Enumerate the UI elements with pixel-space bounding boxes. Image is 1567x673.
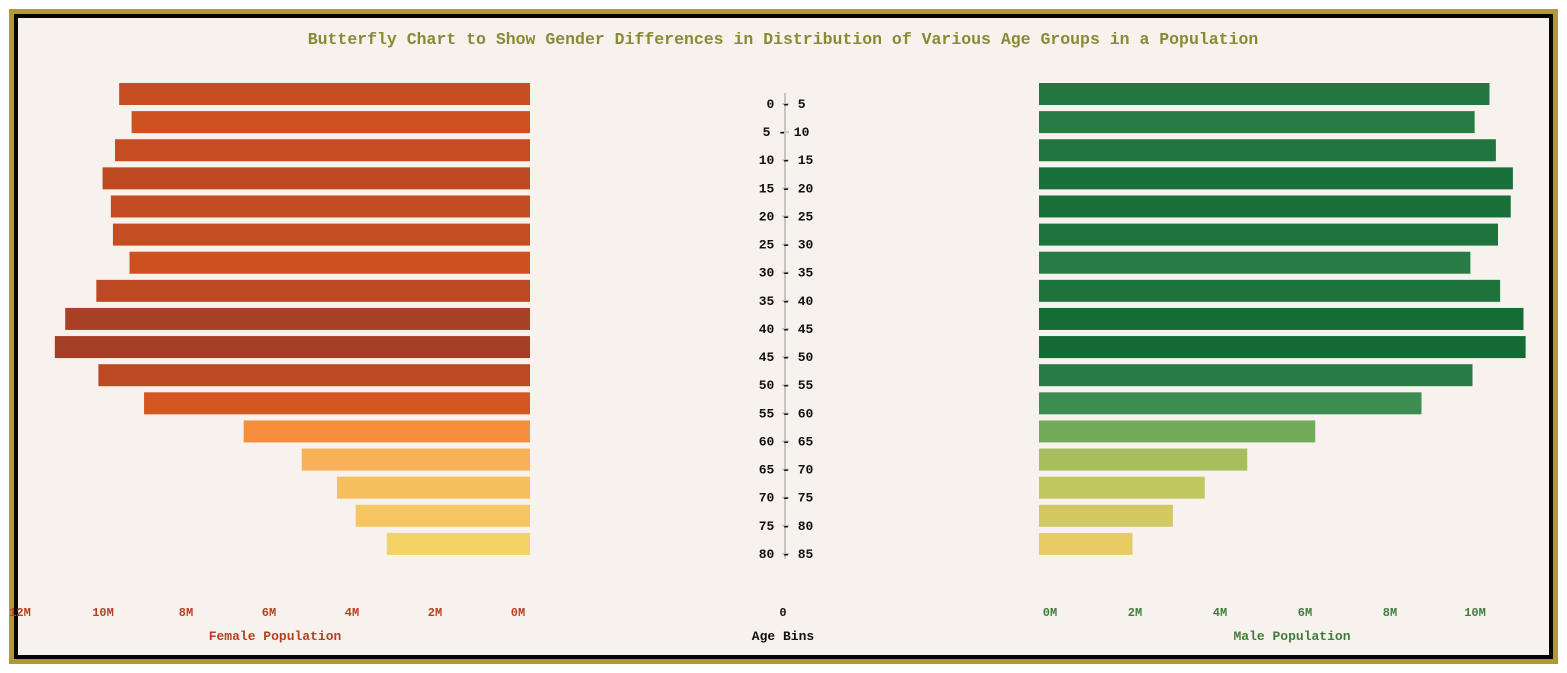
- female-bar: [129, 251, 530, 274]
- female-bar: [355, 504, 530, 527]
- female-axis-label: Female Population: [209, 629, 342, 644]
- female-bar: [337, 476, 530, 499]
- female-bar: [144, 392, 531, 415]
- center-axis-group: 0 - 5 5 - 10 10 - 15 15 - 20 20 - 25 25 - 30 3…: [759, 93, 814, 562]
- age-bin-label: 20 - 25: [759, 209, 814, 224]
- female-bar: [102, 167, 531, 190]
- male-bar: [1039, 364, 1473, 387]
- age-bin-label: 30 - 35: [759, 266, 814, 281]
- age-bin-label: 80 - 85: [759, 547, 814, 562]
- male-bar: [1039, 392, 1422, 415]
- male-bar: [1039, 139, 1496, 162]
- female-axis-tick: 8M: [179, 606, 193, 620]
- male-axis-tick: 8M: [1383, 606, 1397, 620]
- female-axis-tick: 10M: [92, 606, 114, 620]
- female-bar: [96, 279, 530, 302]
- female-axis-tick: 0M: [511, 606, 525, 620]
- male-axis-ticks: 0M 2M 4M 6M 8M 10M: [1043, 606, 1486, 620]
- age-bin-label: 35 - 40: [759, 294, 814, 309]
- age-bin-label: 10 - 15: [759, 153, 814, 168]
- male-bar: [1039, 532, 1133, 555]
- male-bar: [1039, 251, 1471, 274]
- female-bar: [243, 420, 530, 443]
- female-bar: [115, 139, 530, 162]
- age-bin-label: 15 - 20: [759, 181, 814, 196]
- male-axis-tick: 10M: [1464, 606, 1486, 620]
- age-bin-label: 60 - 65: [759, 434, 814, 449]
- male-bar: [1039, 448, 1248, 471]
- female-bar: [131, 111, 530, 134]
- female-bar: [119, 83, 531, 105]
- center-axis-tick: 0: [779, 606, 786, 620]
- age-bin-label: 25 - 30: [759, 238, 814, 253]
- female-axis-tick: 6M: [262, 606, 276, 620]
- male-bar: [1039, 223, 1498, 246]
- age-bin-label: 75 - 80: [759, 519, 814, 534]
- male-axis-label: Male Population: [1233, 629, 1350, 644]
- age-bin-label: 70 - 75: [759, 491, 814, 506]
- male-bars-group: [1039, 83, 1526, 555]
- male-bar: [1039, 336, 1526, 359]
- male-axis-tick: 2M: [1128, 606, 1142, 620]
- age-bin-label: 55 - 60: [759, 406, 814, 421]
- female-bar: [112, 223, 531, 246]
- male-bar: [1039, 83, 1490, 105]
- female-bar: [54, 336, 530, 359]
- male-axis-tick: 4M: [1213, 606, 1227, 620]
- age-bin-label: 40 - 45: [759, 322, 814, 337]
- male-axis-tick: 6M: [1298, 606, 1312, 620]
- age-bin-label: 50 - 55: [759, 378, 814, 393]
- female-bars-group: [54, 83, 531, 555]
- chart-title: Butterfly Chart to Show Gender Differenc…: [308, 30, 1259, 49]
- male-bar: [1039, 420, 1316, 443]
- female-bar: [98, 364, 531, 387]
- female-axis-tick: 12M: [9, 606, 31, 620]
- male-bar: [1039, 279, 1501, 302]
- male-bar: [1039, 167, 1513, 190]
- male-bar: [1039, 111, 1475, 134]
- female-axis-tick: 2M: [428, 606, 442, 620]
- male-axis-tick: 0M: [1043, 606, 1057, 620]
- female-bar: [301, 448, 530, 471]
- age-bin-label: 0 - 5: [766, 97, 805, 112]
- center-axis-label: Age Bins: [752, 629, 815, 644]
- age-bin-label: 65 - 70: [759, 463, 814, 478]
- female-axis-tick: 4M: [345, 606, 359, 620]
- male-bar: [1039, 195, 1511, 218]
- female-bar: [65, 307, 530, 330]
- male-bar: [1039, 476, 1205, 499]
- female-axis-ticks: 12M 10M 8M 6M 4M 2M 0M: [9, 606, 525, 620]
- male-bar: [1039, 504, 1173, 527]
- male-bar: [1039, 307, 1524, 330]
- age-bin-label: 45 - 50: [759, 350, 814, 365]
- female-bar: [110, 195, 530, 218]
- age-bin-label: 5 - 10: [763, 125, 810, 140]
- female-bar: [386, 532, 530, 555]
